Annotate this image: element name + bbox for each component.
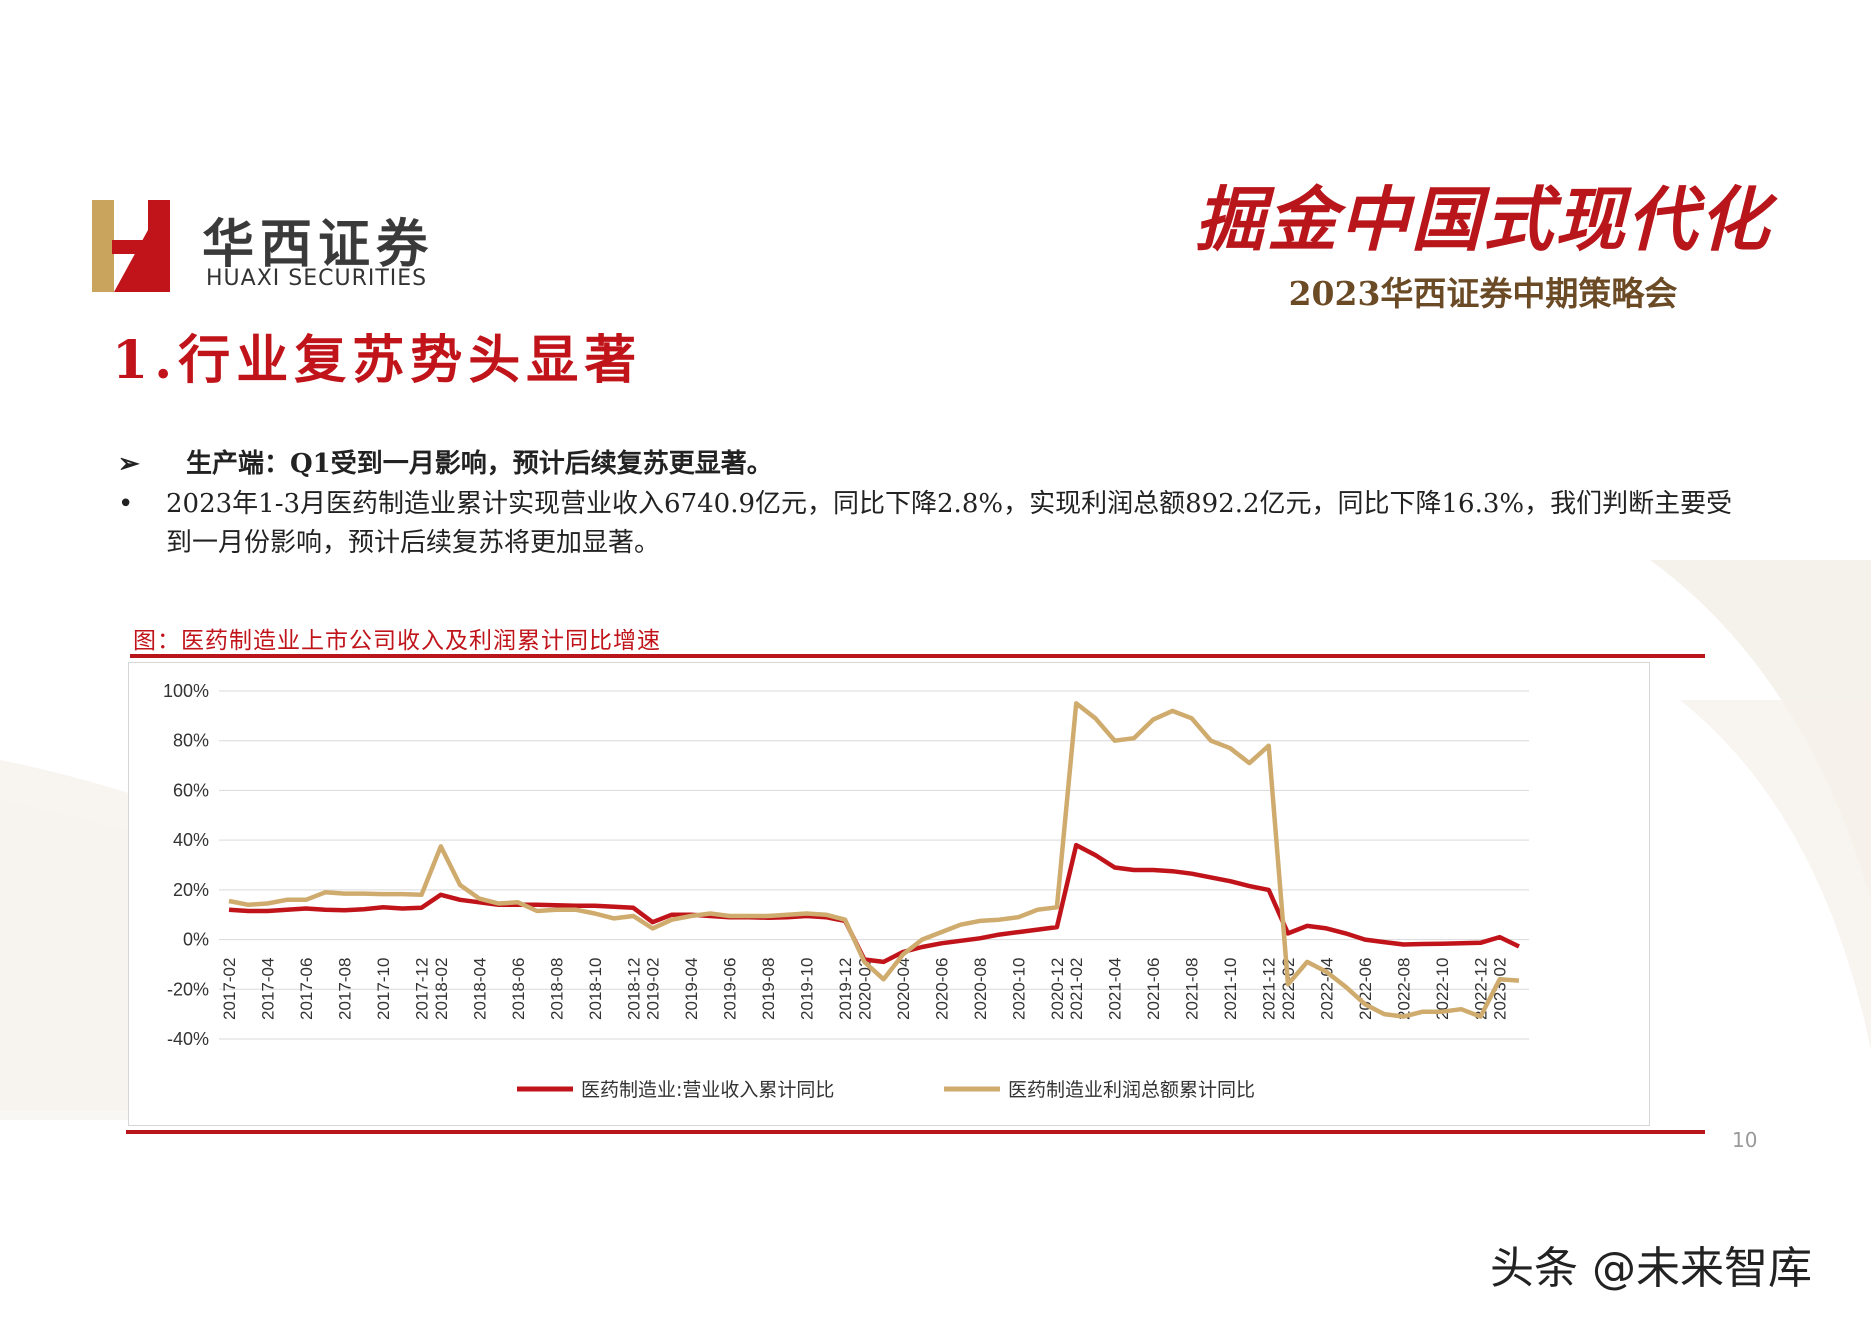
- chart-bottom-rule: [126, 1130, 1705, 1134]
- x-tick-label: 2018-02: [432, 958, 451, 1020]
- event-name: 2023华西证券中期策略会: [1288, 274, 1678, 313]
- y-tick-label: 40%: [173, 830, 209, 850]
- x-tick-label: 2020-08: [971, 958, 990, 1020]
- x-tick-label: 2021-02: [1067, 958, 1086, 1020]
- x-tick-label: 2022-10: [1433, 958, 1452, 1020]
- x-tick-label: 2023-02: [1491, 958, 1510, 1020]
- legend-label: 医药制造业:营业收入累计同比: [581, 1079, 834, 1101]
- slide-title: 1.行业复苏势头显著: [112, 330, 643, 391]
- chart-container: 100% 80% 60% 40% 20% 0% -20% -40% 2017-02 2017-04…: [128, 662, 1650, 1126]
- x-tick-label: 2019-04: [682, 958, 701, 1020]
- bullet-point-1: ➢ 生产端：Q1受到一月影响，预计后续复苏更显著。: [118, 443, 773, 480]
- x-tick-label: 2017-08: [336, 958, 355, 1020]
- series-profit-line: [228, 701, 1520, 1019]
- x-tick-label: 2019-10: [798, 958, 817, 1020]
- x-tick-label: 2019-08: [759, 958, 778, 1020]
- x-tick-label: 2018-06: [509, 958, 528, 1020]
- chart-caption: 图：医药制造业上市公司收入及利润累计同比增速: [133, 628, 661, 654]
- x-tick-label: 2021-06: [1144, 958, 1163, 1020]
- huaxi-logo-icon: [92, 200, 170, 292]
- event-branding: 掘金中国式现代化 2023华西证券中期策略会: [1195, 185, 1771, 315]
- x-tick-label: 2022-08: [1394, 958, 1413, 1020]
- logo-english-name: HUAXI SECURITIES: [206, 266, 428, 291]
- x-tick-label: 2019-02: [644, 958, 663, 1020]
- x-tick-label: 2021-04: [1106, 958, 1125, 1020]
- x-tick-label: 2019-06: [721, 958, 740, 1020]
- page-number: 10: [1732, 1128, 1758, 1152]
- x-tick-label: 2017-02: [220, 958, 239, 1020]
- x-tick-label: 2018-04: [470, 958, 489, 1020]
- x-tick-label: 2021-10: [1221, 958, 1240, 1020]
- arrow-bullet-icon: ➢: [118, 449, 140, 479]
- x-tick-label: 2020-04: [894, 958, 913, 1020]
- line-chart: 100% 80% 60% 40% 20% 0% -20% -40% 2017-02 2017-04…: [163, 681, 1529, 1101]
- x-tick-label: 2017-04: [259, 958, 278, 1020]
- y-tick-label: -40%: [167, 1029, 209, 1049]
- x-tick-label: 2022-06: [1356, 958, 1375, 1020]
- y-tick-label: 100%: [163, 681, 209, 701]
- x-tick-label: 2017-06: [297, 958, 316, 1020]
- chart-top-rule: [130, 654, 1705, 658]
- x-tick-label: 2019-12: [836, 958, 855, 1020]
- y-tick-label: 80%: [173, 731, 209, 751]
- logo-chinese-name: 华西证券: [202, 214, 435, 275]
- x-tick-label: 2021-12: [1260, 958, 1279, 1020]
- x-tick-label: 2018-08: [547, 958, 566, 1020]
- x-tick-label: 2020-10: [1009, 958, 1028, 1020]
- series-revenue-line: [228, 842, 1520, 965]
- slogan: 掘金中国式现代化: [1195, 178, 1771, 261]
- x-tick-label: 2017-12: [413, 958, 432, 1020]
- x-tick-label: 2022-12: [1471, 958, 1490, 1020]
- legend-label: 医药制造业利润总额累计同比: [1008, 1079, 1255, 1101]
- y-tick-label: 20%: [173, 880, 209, 900]
- x-tick-label: 2022-02: [1279, 958, 1298, 1020]
- x-tick-label: 2018-12: [624, 958, 643, 1020]
- x-tick-label: 2020-02: [855, 958, 874, 1020]
- x-tick-label: 2017-10: [374, 958, 393, 1020]
- y-tick-label: 60%: [173, 780, 209, 800]
- watermark-text: 头条 @未来智库: [1490, 1243, 1812, 1294]
- x-tick-label: 2021-08: [1183, 958, 1202, 1020]
- x-tick-label: 2020-12: [1048, 958, 1067, 1020]
- x-tick-label: 2020-06: [932, 958, 951, 1020]
- company-logo: 华西证券 HUAXI SECURITIES: [92, 200, 452, 300]
- bullet-point-1-text: 生产端：Q1受到一月影响，预计后续复苏更显著。: [186, 449, 773, 479]
- x-tick-label: 2018-10: [586, 958, 605, 1020]
- dot-bullet-icon: •: [118, 489, 134, 519]
- bullet-point-2: • 2023年1-3月医药制造业累计实现营业收入6740.9亿元，同比下降2.8…: [118, 485, 1758, 563]
- y-tick-label: 0%: [183, 930, 209, 950]
- y-tick-label: -20%: [167, 979, 209, 999]
- bullet-point-2-text: 2023年1-3月医药制造业累计实现营业收入6740.9亿元，同比下降2.8%，…: [166, 489, 1733, 558]
